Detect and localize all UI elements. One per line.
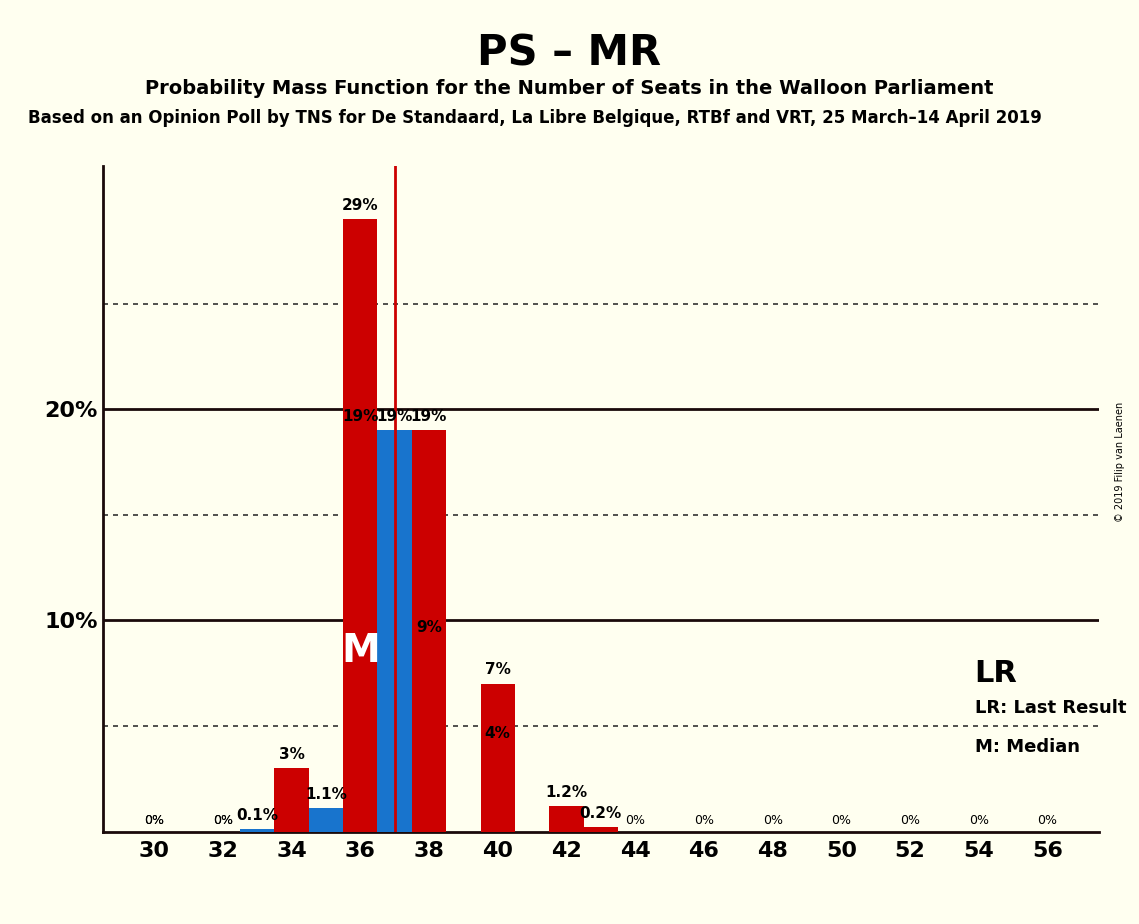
Text: 0%: 0% — [763, 814, 782, 827]
Bar — [412, 431, 446, 832]
Text: 0%: 0% — [213, 814, 232, 827]
Bar — [343, 431, 377, 832]
Bar — [377, 431, 412, 832]
Text: 19%: 19% — [376, 409, 412, 424]
Text: 9%: 9% — [416, 620, 442, 635]
Bar — [240, 830, 274, 832]
Text: M: M — [341, 632, 379, 670]
Bar — [343, 219, 377, 832]
Text: 0%: 0% — [144, 814, 164, 827]
Text: 0%: 0% — [213, 814, 232, 827]
Text: 19%: 19% — [342, 409, 378, 424]
Text: PS – MR: PS – MR — [477, 32, 662, 74]
Bar — [549, 807, 583, 832]
Bar — [309, 808, 343, 832]
Text: 19%: 19% — [411, 409, 448, 424]
Text: 4%: 4% — [485, 725, 510, 741]
Bar — [412, 641, 446, 832]
Text: 0.1%: 0.1% — [236, 808, 278, 823]
Bar — [481, 684, 515, 832]
Text: 0.2%: 0.2% — [580, 806, 622, 821]
Text: 1.1%: 1.1% — [305, 787, 347, 802]
Text: 29%: 29% — [342, 198, 378, 213]
Text: 0%: 0% — [1038, 814, 1058, 827]
Text: 3%: 3% — [279, 747, 304, 762]
Text: 0%: 0% — [831, 814, 851, 827]
Bar — [583, 827, 618, 832]
Bar — [481, 748, 515, 832]
Text: Based on an Opinion Poll by TNS for De Standaard, La Libre Belgique, RTBf and VR: Based on an Opinion Poll by TNS for De S… — [28, 109, 1042, 127]
Text: 0%: 0% — [144, 814, 164, 827]
Text: © 2019 Filip van Laenen: © 2019 Filip van Laenen — [1115, 402, 1125, 522]
Text: 0%: 0% — [625, 814, 645, 827]
Text: 7%: 7% — [485, 663, 510, 677]
Text: 0%: 0% — [694, 814, 714, 827]
Text: M: Median: M: Median — [975, 738, 1080, 757]
Text: 0%: 0% — [900, 814, 920, 827]
Text: LR: Last Result: LR: Last Result — [975, 699, 1126, 716]
Text: 0%: 0% — [969, 814, 989, 827]
Bar — [274, 768, 309, 832]
Text: LR: LR — [975, 659, 1017, 687]
Text: Probability Mass Function for the Number of Seats in the Walloon Parliament: Probability Mass Function for the Number… — [146, 79, 993, 98]
Text: 1.2%: 1.2% — [546, 784, 588, 800]
